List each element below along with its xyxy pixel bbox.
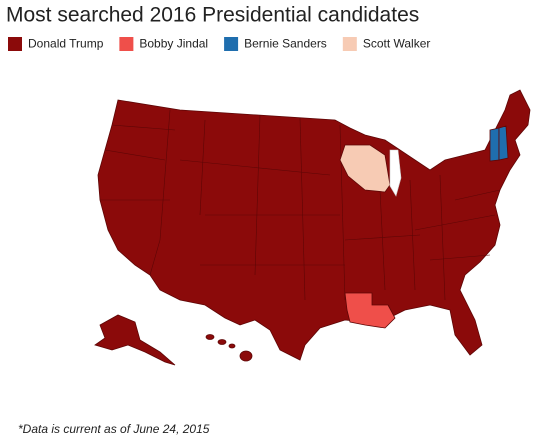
region — [217, 339, 227, 345]
title: Most searched 2016 Presidential candidat… — [6, 4, 419, 27]
region — [205, 334, 215, 340]
legend-label: Scott Walker — [363, 37, 431, 51]
region — [489, 127, 500, 162]
lake — [389, 149, 402, 197]
legend-swatch — [342, 37, 357, 51]
region — [344, 292, 396, 329]
region — [339, 144, 391, 193]
region — [498, 125, 509, 161]
region — [97, 89, 531, 361]
legend-label: Bobby Jindal — [139, 37, 208, 51]
map — [94, 89, 531, 366]
legend: Donald Trump Bobby Jindal Bernie Sanders Sc… — [8, 37, 430, 51]
legend-label: Bernie Sanders — [244, 37, 327, 51]
legend-swatch — [8, 37, 22, 51]
legend-swatch — [119, 37, 134, 51]
state-borders — [100, 109, 501, 301]
footnote: *Data is current as of June 24, 2015 — [18, 422, 210, 436]
legend-label: Donald Trump — [28, 37, 104, 51]
region — [228, 343, 236, 349]
legend-swatch — [224, 37, 239, 51]
region — [239, 350, 253, 362]
hawaii — [205, 334, 253, 362]
region — [94, 314, 176, 366]
